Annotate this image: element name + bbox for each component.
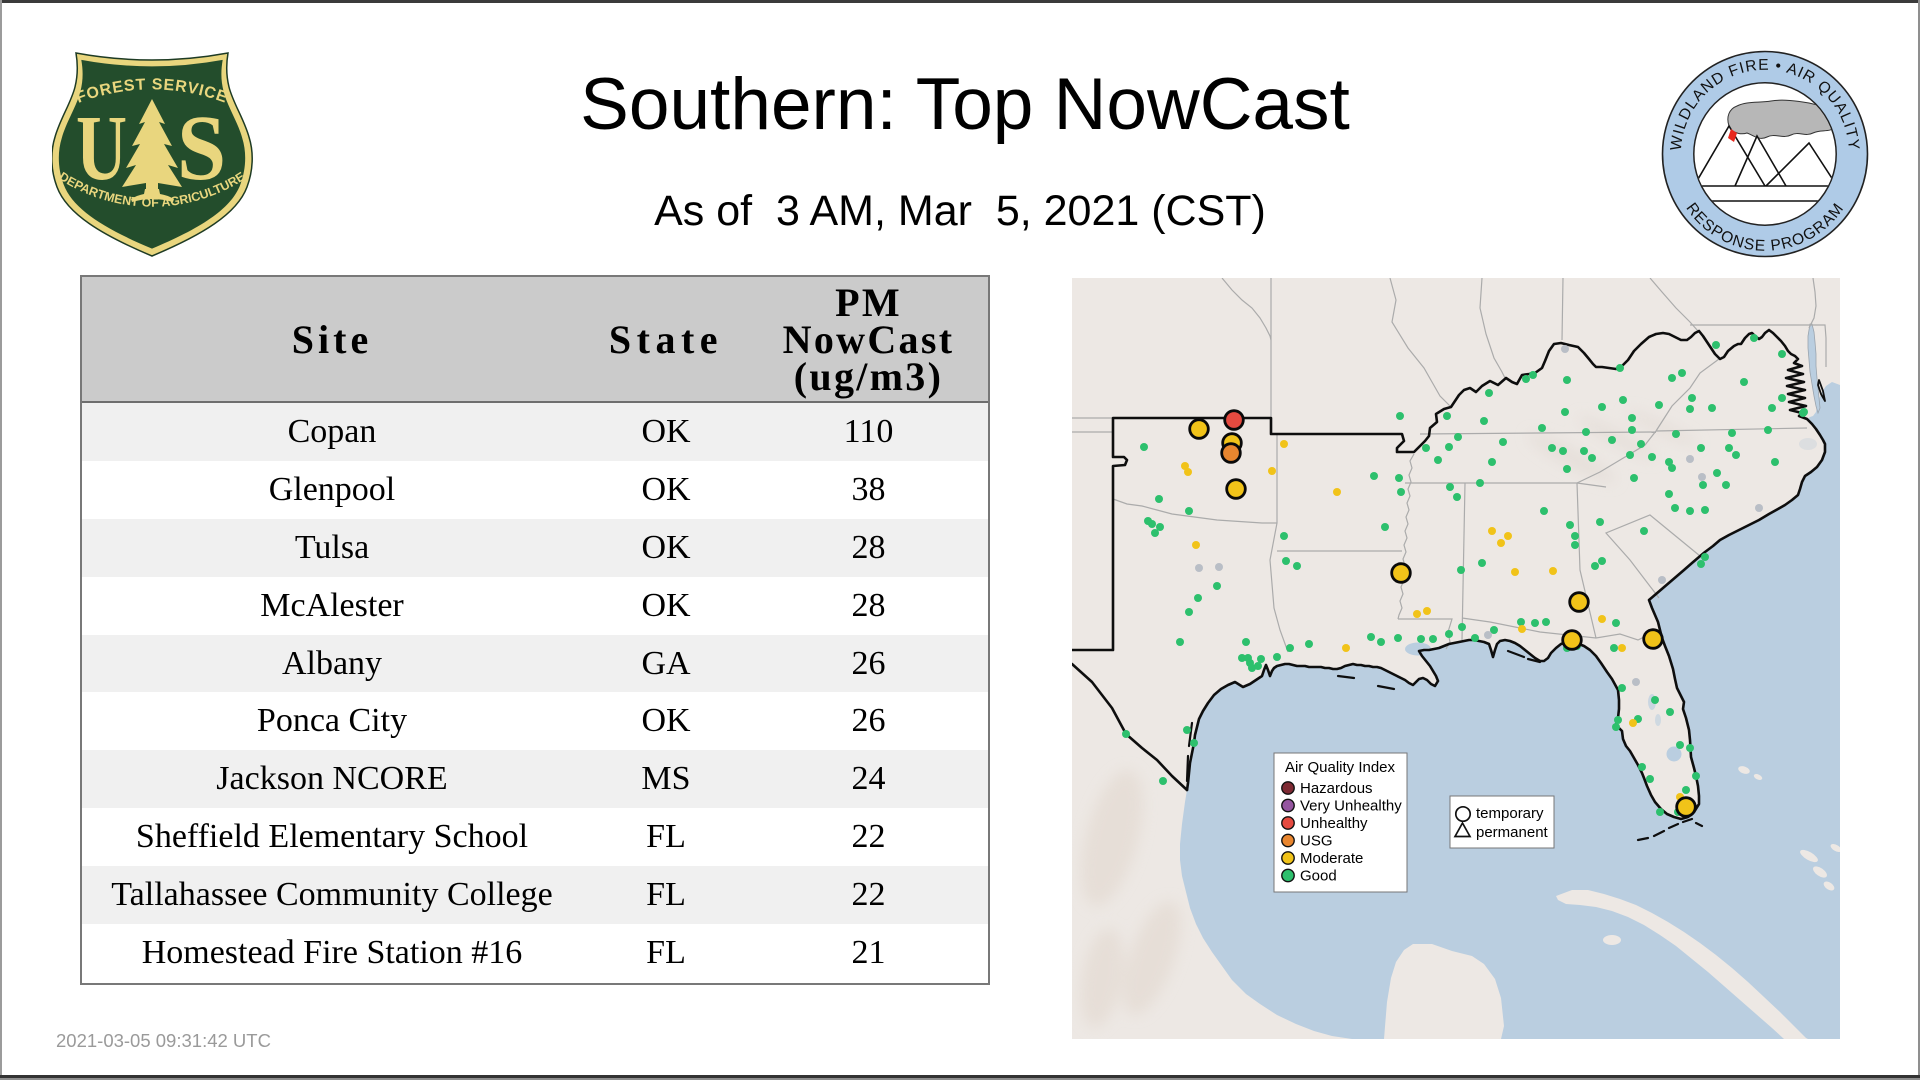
svg-text:permanent: permanent xyxy=(1476,824,1549,841)
svg-text:S: S xyxy=(177,96,226,200)
svg-text:Very Unhealthy: Very Unhealthy xyxy=(1300,798,1402,815)
svg-text:U: U xyxy=(76,96,127,200)
svg-text:Hazardous: Hazardous xyxy=(1300,780,1373,797)
svg-text:Good: Good xyxy=(1300,868,1337,885)
svg-text:Unhealthy: Unhealthy xyxy=(1300,815,1368,832)
svg-text:temporary: temporary xyxy=(1476,805,1544,822)
svg-text:Moderate: Moderate xyxy=(1300,850,1363,867)
svg-text:USG: USG xyxy=(1300,833,1333,850)
svg-text:Air Quality Index: Air Quality Index xyxy=(1285,759,1396,776)
